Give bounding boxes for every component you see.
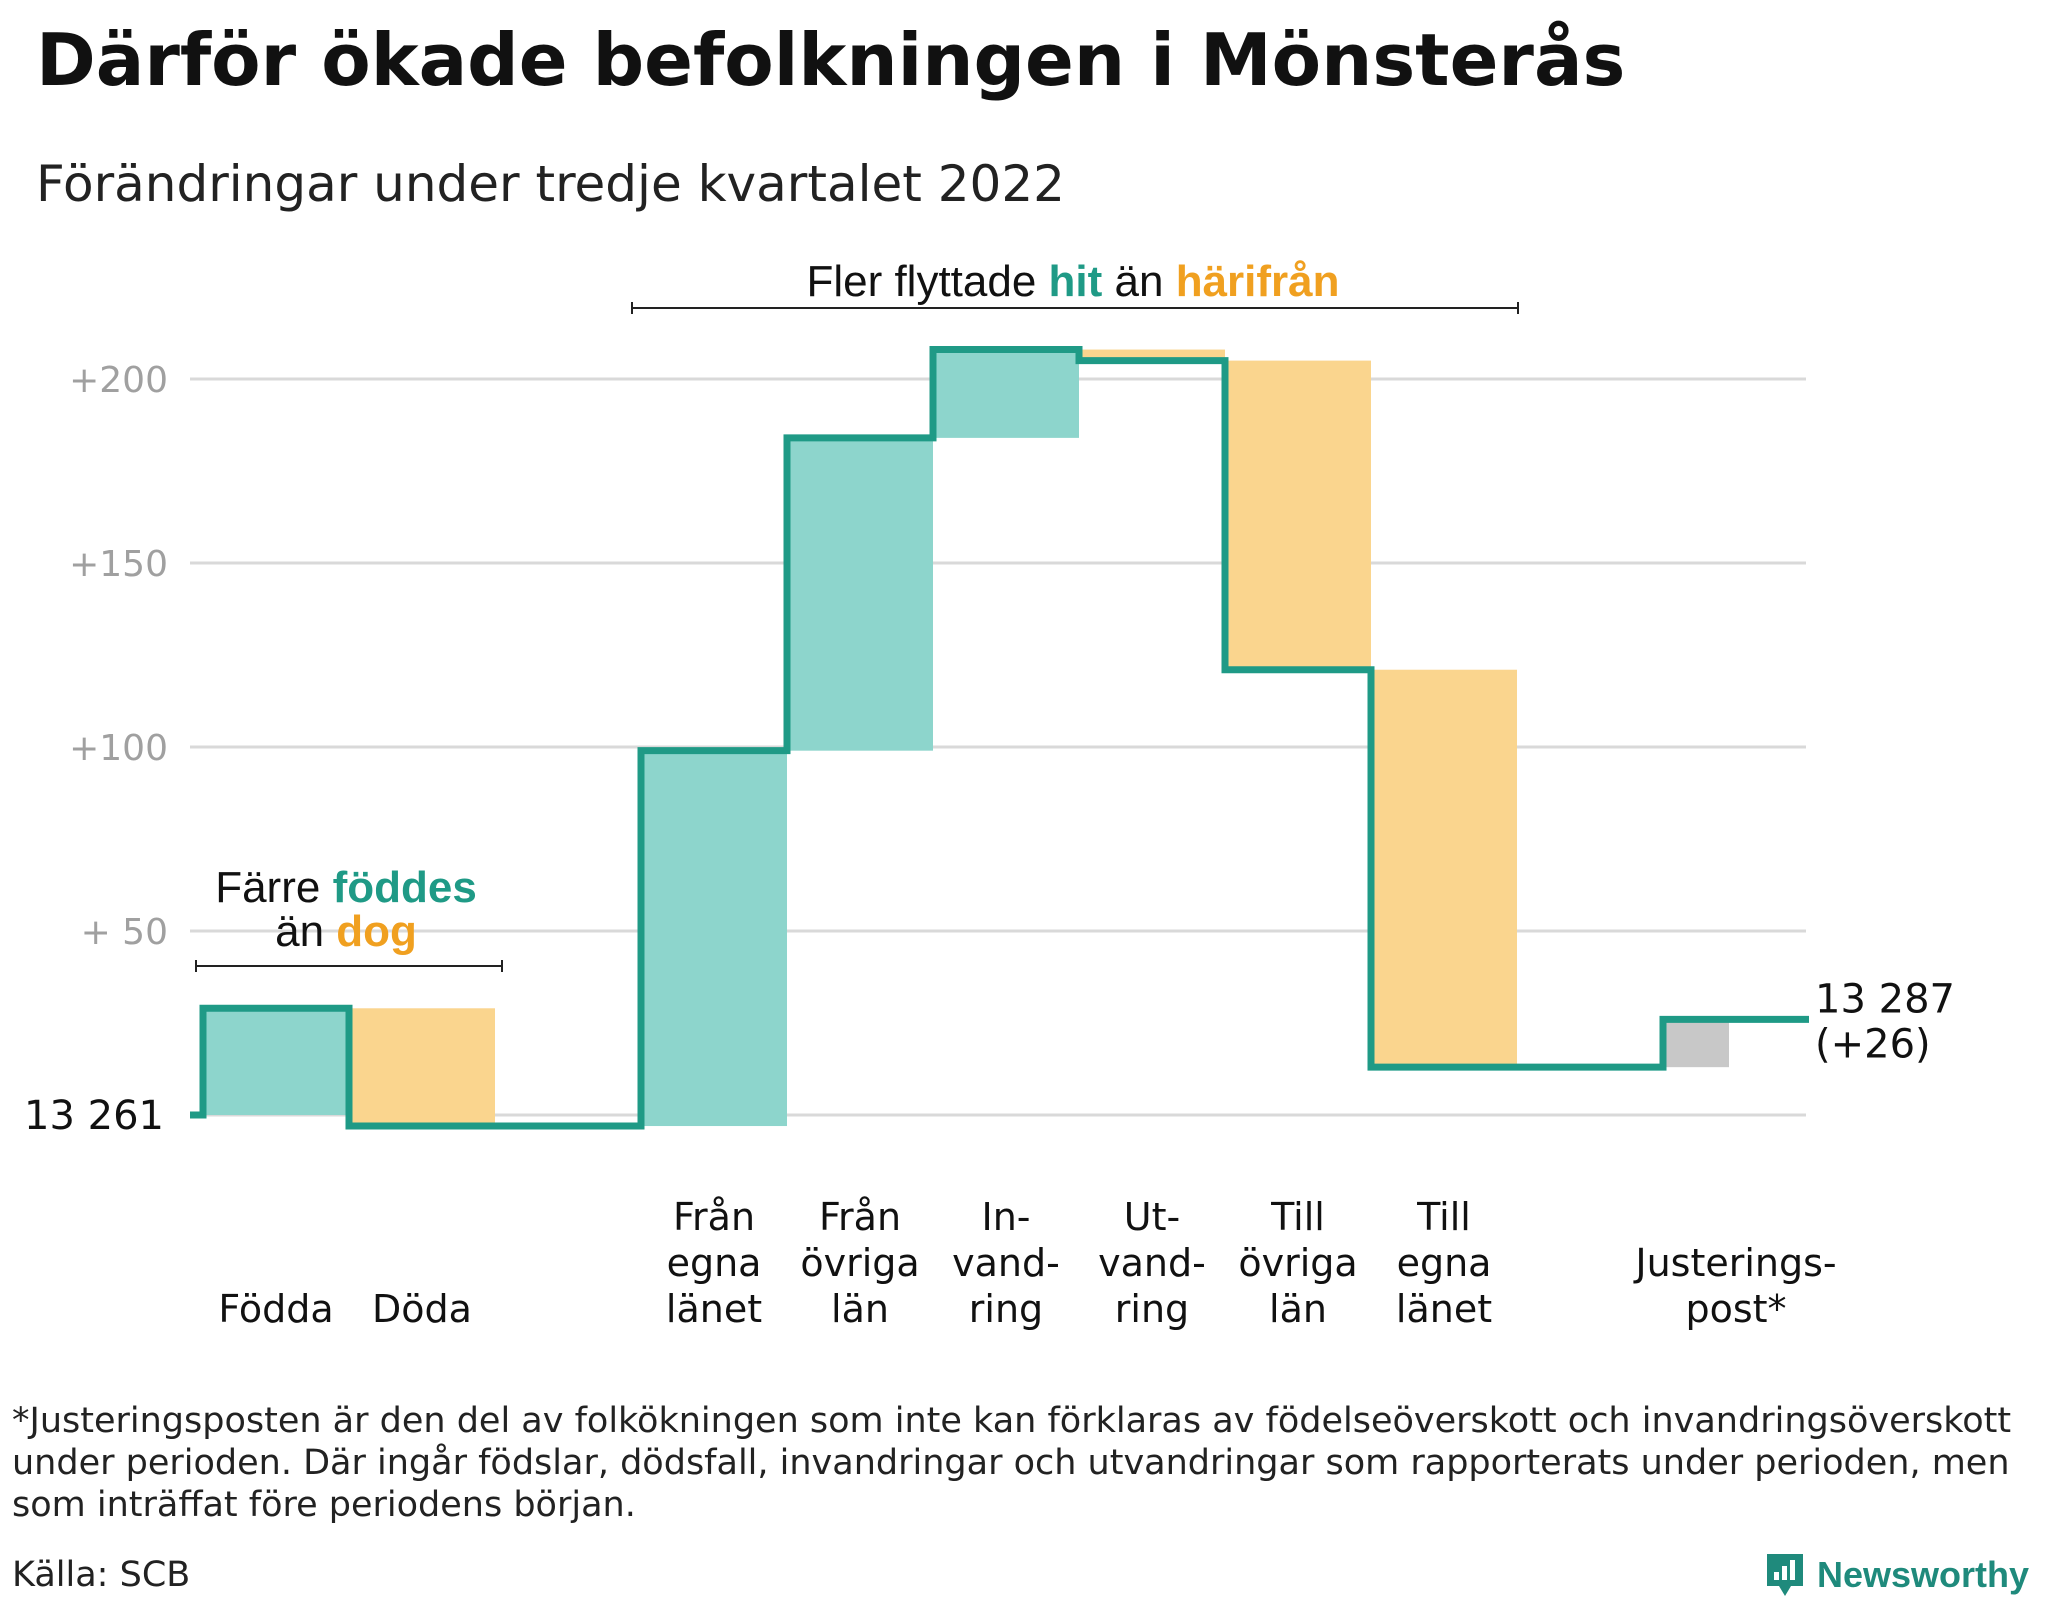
x-category-label: vand- [1098,1241,1206,1285]
start-value-label: 13 261 [24,1093,164,1139]
migration-annotation-harifran: härifrån [1176,257,1340,306]
x-category-label: länet [1396,1287,1492,1331]
end-change-label: (+26) [1815,1021,1931,1067]
births-annotation-line1: Färre föddes [215,863,477,912]
births-bracket [195,960,503,972]
grid-layer: + 50 +100 +150 +200 [69,360,1806,1117]
x-category-label: län [1269,1287,1327,1331]
x-category-label: övriga [800,1241,919,1285]
y-tick-label: +200 [69,360,168,401]
births-annotation-dog: dog [336,907,417,956]
births-annotation-prefix: Färre [215,863,332,912]
source-label: Källa: SCB [12,1555,191,1595]
waterfall-bar [203,1008,349,1115]
chart-title: Därför ökade befolkningen i Mönsterås [36,18,1626,102]
migration-annotation-middle: än [1102,257,1175,306]
x-category-label: Ut- [1124,1195,1180,1239]
waterfall-bar [787,437,933,751]
chart-subtitle: Förändringar under tredje kvartalet 2022 [36,155,1065,213]
x-category-label: ring [1115,1287,1189,1331]
step-line-layer [190,346,1809,1130]
x-category-label: vand- [952,1241,1060,1285]
waterfall-bar [349,1008,495,1127]
x-category-label: post* [1685,1287,1786,1331]
x-category-label: länet [666,1287,762,1331]
waterfall-bar [933,349,1079,438]
brand-name: Newsworthy [1817,1554,2030,1595]
x-category-label: egna [667,1241,762,1285]
x-category-label: ring [969,1287,1043,1331]
migration-annotation-prefix: Fler flyttade [806,257,1048,306]
births-annotation-foddes: föddes [333,863,477,912]
labels-layer: Födda DödaFrånegnalänetFrånövrigalänIn-va… [24,976,1955,1331]
cumulative-step-line [190,346,1809,1130]
brand: Newsworthy [1765,1552,2029,1598]
x-category-label: egna [1397,1241,1492,1285]
x-category-label: övriga [1238,1241,1357,1285]
x-category-label: Födda [218,1287,333,1331]
waterfall-bar [1079,349,1225,361]
y-tick-label: +150 [69,544,168,585]
x-category-label: Till [1416,1195,1471,1239]
waterfall-bar [1371,669,1517,1068]
bars-layer [203,349,1729,1127]
births-annotation-line2: än dog [275,907,417,956]
waterfall-bar [1663,1019,1729,1068]
waterfall-chart: + 50+100+150+200 Födda DödaFrånegnalänetF… [24,257,1955,1331]
end-value-label: 13 287 [1815,976,1955,1022]
x-category-label: Döda [372,1287,472,1331]
newsworthy-logo-icon [1767,1554,1803,1596]
y-tick-label: + 50 [81,912,168,953]
footnote: *Justeringsposten är den del av folkökni… [12,1401,2012,1525]
x-category-label: Justerings- [1633,1241,1836,1285]
x-category-label: Till [1270,1195,1325,1239]
migration-bracket [631,302,1519,314]
x-category-label: Från [673,1195,755,1239]
waterfall-bar [641,750,787,1127]
x-category-label: län [831,1287,889,1331]
migration-annotation-hit: hit [1049,257,1103,306]
x-category-label: In- [981,1195,1030,1239]
migration-annotation: Fler flyttade hit än härifrån [806,257,1339,306]
waterfall-bar [1225,360,1371,670]
x-category-label: Från [819,1195,901,1239]
annotations-layer: Fler flyttade hit än härifrån Färre född… [195,257,1519,972]
y-tick-label: +100 [69,728,168,769]
births-annotation-prefix2: än [275,907,336,956]
